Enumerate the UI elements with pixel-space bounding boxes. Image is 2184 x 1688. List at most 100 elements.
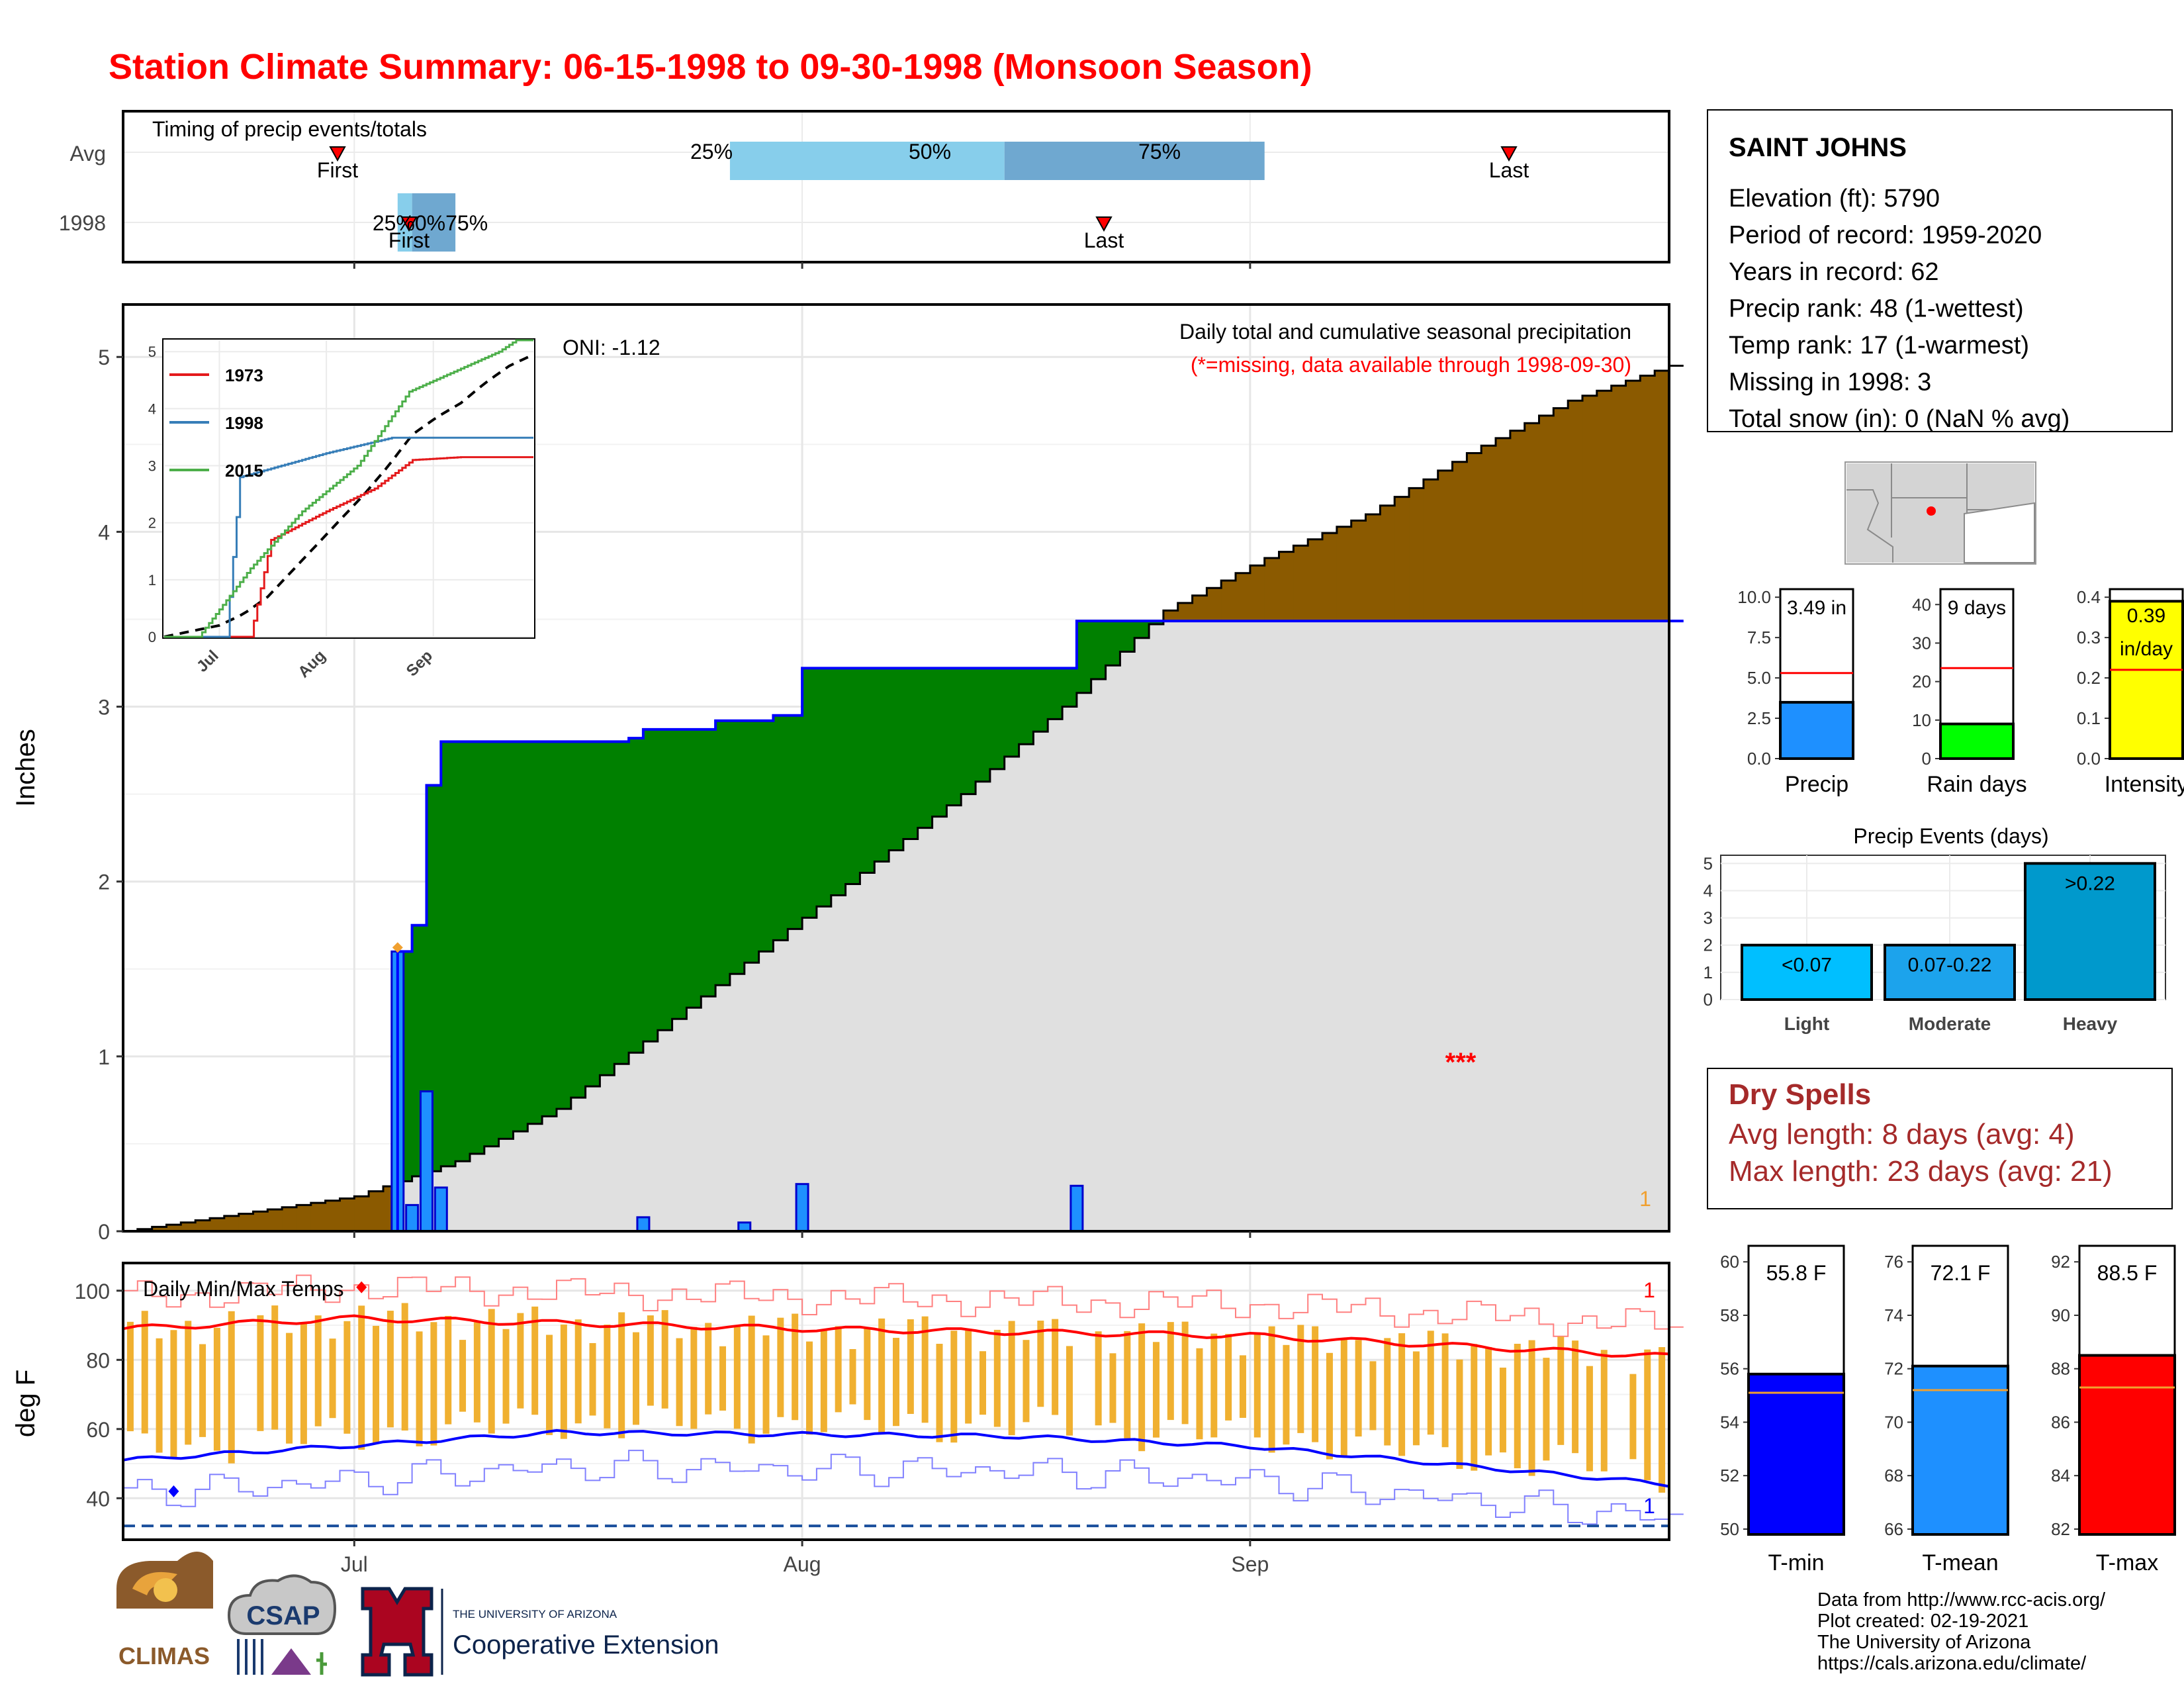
daily-temp-bar: [1557, 1336, 1565, 1445]
surplus-area: [1134, 621, 1150, 638]
climas-swoosh: [132, 1571, 177, 1595]
deficit-area: [1221, 580, 1236, 622]
surplus-area: [701, 729, 716, 997]
surplus-area: [845, 668, 861, 884]
avg-fill-area: [1423, 621, 1439, 1231]
inset-frame: [162, 338, 535, 639]
1998-first-label: First: [388, 228, 430, 252]
daily-temp-bar: [1355, 1340, 1362, 1437]
surplus-area: [469, 741, 485, 1154]
deficit-area: [1177, 602, 1193, 622]
avg-fill-area: [758, 951, 774, 1231]
deficit-area: [1351, 520, 1367, 622]
deficit-area: [1510, 430, 1525, 622]
surplus-area: [860, 668, 875, 873]
temp-bar-value-label: 72.1 F: [1931, 1261, 1991, 1285]
daily-temp-bar: [1239, 1355, 1246, 1418]
surplus-area: [426, 785, 441, 1172]
avg-fill-area: [729, 974, 745, 1231]
daily-temp-bar: [560, 1324, 567, 1439]
mini-bar-2: [2109, 600, 2184, 760]
temp-bar-1: [1911, 1364, 2009, 1536]
daily-temp-bar: [820, 1329, 827, 1432]
daily-temp-bar: [1514, 1343, 1521, 1469]
surplus-area: [570, 741, 586, 1098]
avg-fill-area: [976, 781, 991, 1231]
daily-temp-bar: [213, 1327, 220, 1451]
surplus-area: [773, 715, 788, 941]
mini-bar-charts: 0.0 2.5 5.0 7.5 10.0 3.49 in Precip 0 10 20 30 40 9 …: [1737, 587, 2184, 797]
avg-fill-area: [1308, 621, 1323, 1231]
main-ytick-label: 5: [98, 346, 110, 369]
deficit-area: [296, 1205, 312, 1231]
legend-label: 1998: [225, 413, 263, 433]
surplus-area: [946, 668, 962, 806]
deficit-area: [1264, 558, 1280, 622]
avg-fill-area: [874, 861, 889, 1231]
avg-fill-area: [1236, 621, 1251, 1231]
temp-bar-ytick-label: 76: [1884, 1252, 1903, 1272]
csap-logo: CSAP: [227, 1574, 337, 1675]
daily-temp-bar: [748, 1315, 755, 1444]
events-ytick-label: 5: [1704, 853, 1713, 873]
credit-line: Plot created: 02-19-2021: [1817, 1611, 2028, 1632]
daily-precip-bar: [405, 1203, 420, 1233]
csap-cactus: [316, 1652, 327, 1675]
ua-logo: THE UNIVERSITY OF ARIZONA Cooperative Ex…: [361, 1587, 719, 1677]
daily-temp-bar: [1572, 1340, 1579, 1454]
surplus-area: [1062, 668, 1077, 707]
surplus-area: [932, 668, 948, 817]
surplus-area: [788, 715, 803, 929]
daily-temp-bar: [1471, 1344, 1478, 1471]
deficit-area: [253, 1211, 268, 1231]
daily-temp-bar: [329, 1338, 336, 1419]
avg-fill-area: [455, 1161, 471, 1231]
deficit-area: [354, 1196, 369, 1231]
deficit-area: [1625, 381, 1641, 622]
temp-bar-ytick-label: 66: [1884, 1519, 1903, 1539]
avg-fill-area: [614, 1064, 629, 1231]
temp-bar-ytick-label: 72: [1884, 1359, 1903, 1379]
surplus-area: [556, 741, 572, 1109]
events-bar-range: <0.07: [1782, 955, 1832, 976]
avg-fill-area: [1091, 679, 1107, 1231]
daily-temp-bar: [1124, 1331, 1131, 1440]
timing-label: Timing of precip events/totals: [152, 117, 427, 141]
main-ylabel: Inches: [11, 729, 40, 807]
daily-temp-bar: [1543, 1358, 1550, 1461]
mini-ytick-label: 30: [1912, 633, 1931, 653]
daily-temp-bar: [517, 1313, 524, 1409]
avg-fill-area: [1192, 621, 1207, 1231]
avg-fill-area: [643, 1041, 659, 1231]
deficit-area: [1582, 395, 1598, 622]
events-bar-Moderate: [1884, 943, 2016, 1001]
avg-fill-area: [1582, 621, 1598, 1231]
main-description: Daily total and cumulative seasonal prec…: [1179, 320, 1631, 344]
inset-ytick-label: 2: [148, 515, 156, 532]
daily-temp-bar: [950, 1331, 958, 1443]
deficit-area: [166, 1225, 181, 1231]
surplus-area: [1019, 668, 1034, 745]
daily-temp-bar: [430, 1322, 437, 1446]
deficit-area: [1553, 408, 1569, 622]
temps-ytick-label: 80: [86, 1348, 110, 1372]
map-borders: [1846, 463, 2034, 563]
avg-fill-area: [889, 850, 904, 1231]
avg-fill-area: [484, 1146, 500, 1231]
daily-temp-bar: [1066, 1346, 1073, 1436]
timing-panel: Timing of precip events/totals Avg 1998 …: [59, 110, 1670, 263]
station-frame: [1707, 109, 2173, 432]
main-ytick-label: 2: [98, 870, 110, 894]
avg-fill-area: [1293, 621, 1308, 1231]
avg-fill-area: [1336, 621, 1352, 1231]
surplus-area: [903, 668, 919, 839]
station-info-line: Years in record: 62: [1729, 258, 1939, 286]
oni-label: ONI: -1.12: [563, 336, 660, 359]
mini-ytick-label: 5.0: [1747, 668, 1771, 688]
record-daily-marker: [392, 942, 403, 953]
main-ytick-label: 3: [98, 696, 110, 720]
surplus-area: [1105, 621, 1120, 666]
daily-temp-bar: [1456, 1359, 1463, 1470]
avg-fill-area: [701, 996, 716, 1231]
